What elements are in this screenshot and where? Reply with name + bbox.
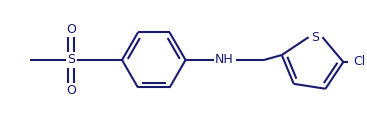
Text: O: O <box>66 23 76 36</box>
Text: O: O <box>66 84 76 97</box>
Text: S: S <box>68 54 76 67</box>
Text: NH: NH <box>215 54 234 67</box>
Text: Cl: Cl <box>353 55 366 68</box>
Text: S: S <box>312 31 320 44</box>
